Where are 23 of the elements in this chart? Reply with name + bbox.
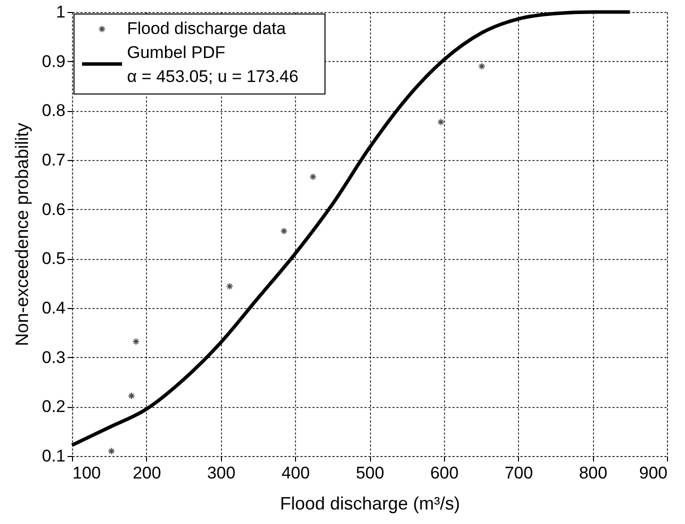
- y-tick-label: 0.9: [42, 52, 66, 71]
- x-tick-label: 200: [132, 464, 162, 482]
- y-tick-label: 0.6: [42, 200, 66, 219]
- x-tick-label: 300: [207, 464, 236, 482]
- legend-label: Flood discharge data: [127, 19, 286, 38]
- legend-label: Gumbel PDF α = 453.05; u = 173.46: [127, 43, 298, 86]
- y-tick-label: 0.3: [42, 348, 66, 367]
- x-tick-label: 900: [639, 464, 668, 482]
- y-tick-label: 0.2: [42, 397, 66, 416]
- y-axis-title: Non-exceedence probability: [12, 122, 32, 346]
- y-tick-label: 0.4: [42, 298, 66, 318]
- x-tick-label: 600: [430, 464, 459, 482]
- x-tick-label: 100: [72, 464, 101, 482]
- y-tick-label: 1: [56, 2, 66, 22]
- x-tick-label: 400: [281, 464, 310, 482]
- x-axis-title: Flood discharge (m³/s): [280, 494, 460, 514]
- y-tick-label: 0.5: [42, 249, 66, 268]
- y-tick-label: 0.8: [42, 101, 66, 120]
- y-tick-label: 0.1: [42, 446, 66, 466]
- y-tick-label: 0.7: [42, 150, 66, 170]
- x-tick-label: 700: [504, 464, 533, 482]
- x-tick-label: 500: [356, 464, 384, 482]
- x-tick-label: 800: [578, 464, 608, 482]
